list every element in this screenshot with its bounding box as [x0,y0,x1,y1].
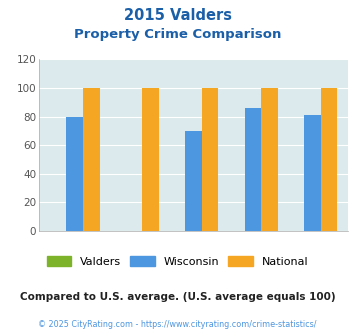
Text: © 2025 CityRating.com - https://www.cityrating.com/crime-statistics/: © 2025 CityRating.com - https://www.city… [38,320,317,329]
Bar [185,131,202,231]
Bar [321,88,337,231]
Bar [304,115,321,231]
Text: Property Crime Comparison: Property Crime Comparison [74,28,281,41]
Text: 2015 Valders: 2015 Valders [124,8,231,23]
Bar [66,116,83,231]
Bar [245,108,261,231]
Bar [142,88,159,231]
Legend: Valders, Wisconsin, National: Valders, Wisconsin, National [43,251,312,271]
Text: Compared to U.S. average. (U.S. average equals 100): Compared to U.S. average. (U.S. average … [20,292,335,302]
Bar [202,88,218,231]
Bar [261,88,278,231]
Bar [83,88,100,231]
